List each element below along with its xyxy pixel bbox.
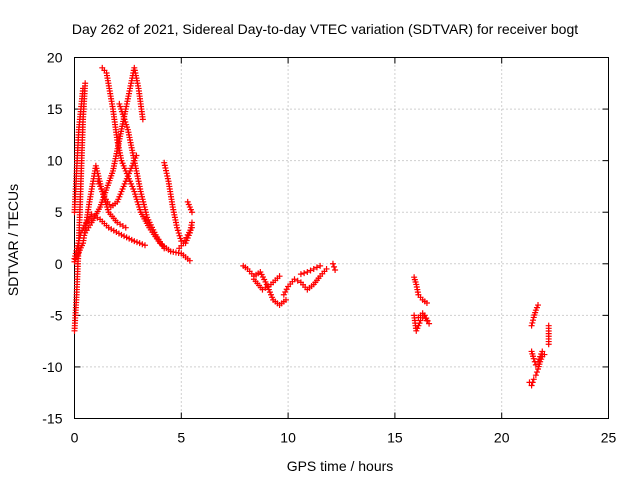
y-tick-label: 15 [47,101,63,117]
data-point [317,262,324,269]
data-point [304,269,311,276]
data-point [331,263,338,270]
series-trace-n [280,265,330,298]
data-point [188,209,195,216]
x-tick-label: 10 [280,430,296,446]
data-point [530,376,537,383]
series-trace-j [176,224,195,252]
data-point [175,230,182,237]
data-points [71,64,552,389]
x-tick-label: 5 [177,430,185,446]
series-trace-v [528,348,546,368]
data-point [533,369,540,376]
data-point [276,273,283,280]
series-trace-p [329,260,339,273]
data-point [174,227,181,234]
data-point [545,341,552,348]
series-trace-w [545,322,552,348]
series-trace-i [161,159,195,247]
data-point [122,224,129,231]
data-point [329,260,336,267]
x-axis-label: GPS time / hours [287,458,394,474]
series-trace-e [82,64,146,236]
data-point [188,219,195,226]
x-axis-tick-labels: 0 5 10 15 20 25 [71,430,617,446]
plot-frame [74,57,609,419]
series-trace-o [297,262,324,278]
y-tick-label: 0 [55,256,63,272]
data-point [164,175,171,182]
data-point [161,162,168,169]
y-tick-label: -15 [42,411,62,427]
data-point [307,267,314,274]
grid-lines [74,57,609,419]
y-tick-label: -10 [42,359,62,375]
data-point [131,238,138,245]
data-point [136,240,143,247]
series-trace-g [116,100,168,252]
y-axis-label: SDTVAR / TECUs [5,184,21,296]
data-point [186,257,193,264]
data-point [310,265,317,272]
data-point [176,232,183,239]
series-trace-h [94,152,140,211]
data-point [539,348,546,355]
chart-title: Day 262 of 2021, Sidereal Day-to-day VTE… [72,21,578,37]
series-trace-k [184,198,195,216]
y-tick-label: 5 [55,204,63,220]
data-point [423,299,430,306]
x-tick-label: 20 [494,430,510,446]
data-point [80,85,87,92]
data-point [323,265,330,272]
data-point [528,382,535,389]
data-point [532,361,539,368]
series-trace-b [71,85,87,216]
series-trace-t [528,302,542,329]
data-point [139,241,146,248]
data-point [535,302,542,309]
data-point [282,296,289,303]
data-point [162,165,169,172]
data-point [423,317,430,324]
data-point [532,372,539,379]
data-point [174,224,181,231]
data-point [529,319,536,326]
data-point [139,116,146,123]
data-point [163,167,170,174]
series-trace-m [250,273,283,293]
data-point [291,276,298,283]
data-point [297,271,304,278]
data-point [529,379,536,386]
data-point [530,317,537,324]
data-point [164,172,171,179]
axis-ticks [74,57,609,419]
data-point [163,170,170,177]
x-tick-label: 15 [387,430,403,446]
data-point [528,322,535,329]
data-point [426,320,433,327]
y-tick-label: 10 [47,153,63,169]
data-point [332,266,339,273]
y-axis-tick-labels: 20 15 10 5 0 -5 -10 -15 [42,50,62,427]
y-tick-label: 20 [47,50,63,66]
x-tick-label: 0 [71,430,79,446]
data-point [530,355,537,362]
data-point [161,245,168,252]
y-tick-label: -5 [50,307,63,323]
data-point [133,152,140,159]
data-point [82,80,89,87]
data-point [177,235,184,242]
data-point [313,264,320,271]
data-point [301,270,308,277]
x-tick-label: 25 [601,430,617,446]
series-trace-s [415,310,430,324]
series-trace-q [411,274,430,306]
data-point [188,224,195,231]
data-point [133,239,140,246]
data-point [294,277,301,284]
data-point [141,242,148,249]
data-point [161,159,168,166]
